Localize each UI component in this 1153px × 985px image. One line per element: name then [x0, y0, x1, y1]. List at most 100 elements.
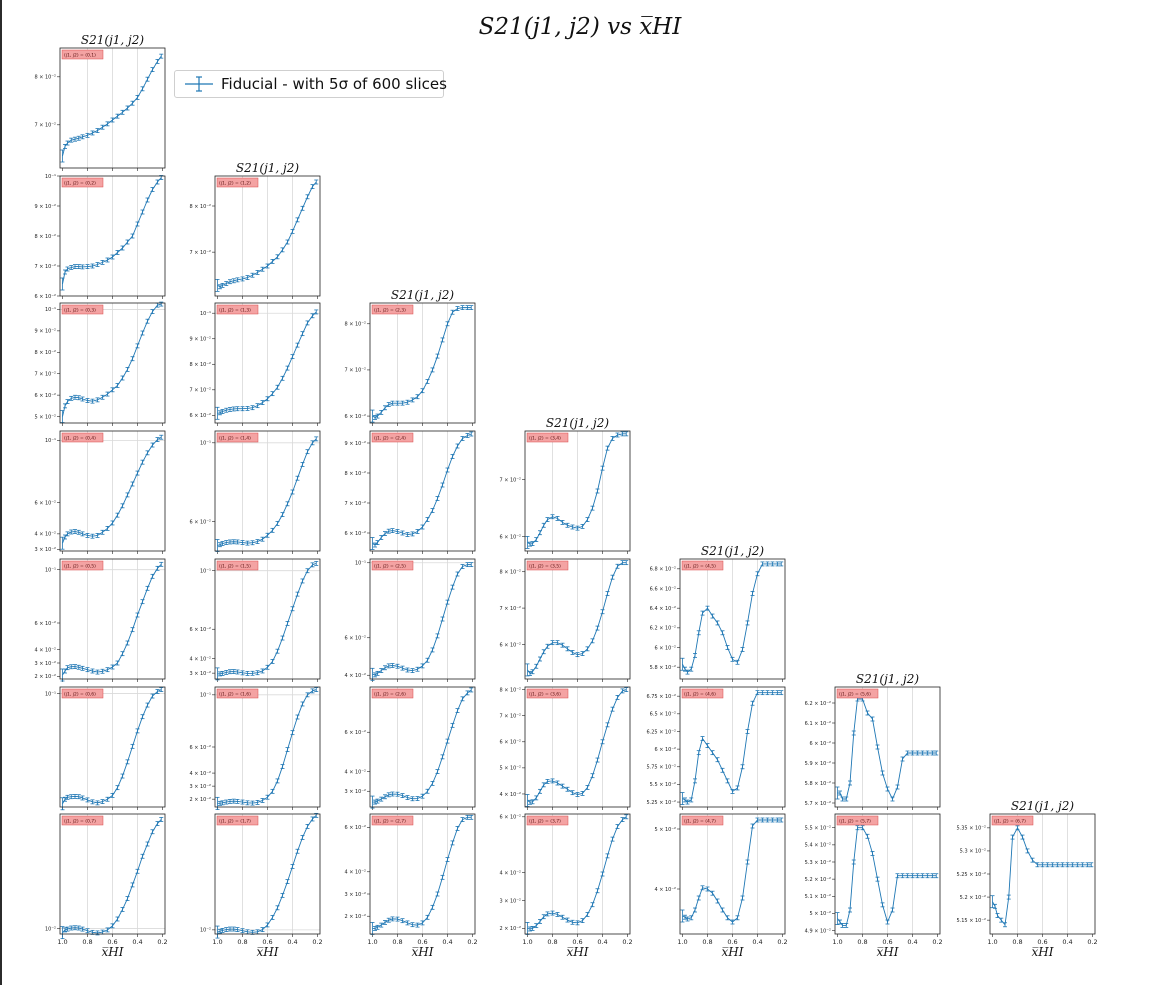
data-point: [265, 263, 270, 269]
data-point: [469, 431, 474, 437]
series-line: [62, 819, 162, 934]
data-point: [135, 728, 140, 734]
ytick-label: 5 × 10⁻²: [34, 414, 56, 420]
data-point: [314, 309, 319, 315]
data-point: [865, 833, 870, 839]
data-point: [624, 814, 629, 820]
data-point: [224, 670, 229, 675]
data-point: [689, 915, 694, 921]
panel-title: S21(j1, j2): [236, 161, 300, 175]
data-point: [1030, 857, 1035, 863]
data-point: [295, 475, 300, 481]
data-point: [1006, 894, 1011, 900]
xtick-label: 0.4: [752, 938, 762, 946]
panel-tag-box: [61, 688, 104, 699]
data-point: [105, 667, 110, 673]
ytick-label: 6.6 × 10⁻²: [650, 586, 676, 592]
data-point: [605, 445, 610, 451]
data-point: [140, 330, 145, 336]
data-point: [135, 221, 140, 227]
data-point: [65, 665, 70, 671]
data-point: [550, 514, 555, 520]
data-point: [920, 873, 925, 879]
data-point: [310, 184, 315, 190]
ytick-label: 4 × 10⁻²: [654, 887, 676, 893]
series-line: [682, 819, 782, 923]
data-point: [228, 539, 232, 545]
subplot-4-4: 6.8 × 10⁻² 6.6 × 10⁻² 6.4 × 10⁻² 6.2 × 10⁻²…: [650, 544, 786, 682]
data-point: [135, 343, 140, 349]
data-point: [105, 257, 110, 263]
data-point: [465, 690, 470, 696]
data-point: [405, 532, 410, 537]
data-point: [775, 817, 780, 823]
ytick-label: 5.25 × 10⁻²: [646, 800, 676, 806]
data-point: [285, 239, 290, 245]
data-point: [705, 743, 710, 748]
data-point: [150, 309, 155, 314]
xtick-label: 0.6: [417, 938, 427, 946]
data-point: [555, 912, 560, 917]
data-point: [455, 826, 460, 831]
data-point: [215, 539, 220, 552]
data-point: [555, 516, 560, 521]
data-point: [530, 669, 535, 675]
data-point: [85, 797, 90, 803]
x-axis-label: x̅HI: [1032, 945, 1054, 959]
data-point: [910, 750, 915, 756]
data-point: [235, 798, 240, 804]
data-point: [130, 100, 135, 106]
data-point: [220, 800, 225, 806]
data-point: [735, 785, 740, 791]
ytick-label: 6 × 10⁻²: [499, 642, 521, 648]
data-point: [1065, 862, 1070, 868]
xtick-label: 0.2: [1087, 938, 1097, 946]
panel-tag: (j1, j2) = (4,6): [684, 692, 716, 698]
data-point: [440, 754, 445, 760]
subplot-5-5: 6.2 × 10⁻² 6.1 × 10⁻² 6 × 10⁻² 5.9 × 10⁻² 5.…: [805, 672, 941, 810]
data-point: [65, 266, 70, 272]
data-point: [680, 909, 685, 923]
subplot-0-0: 8 × 10⁻² 7 × 10⁻² (j1, j2) = (0,1) S21(j1, …: [34, 33, 166, 171]
data-point: [575, 652, 580, 658]
subplot-1-1: 8 × 10⁻² 7 × 10⁻² (j1, j2) = (1,2) S21(j1, …: [189, 161, 321, 299]
data-point: [265, 664, 270, 670]
data-point: [445, 321, 450, 327]
ytick-label: 2 × 10⁻²: [499, 926, 521, 932]
data-point: [65, 140, 70, 146]
panel-tag-box: [681, 688, 724, 699]
data-point: [720, 767, 725, 773]
ytick-label: 7 × 10⁻²: [344, 501, 366, 507]
data-point: [218, 284, 222, 290]
data-point: [105, 526, 110, 531]
data-point: [145, 841, 150, 847]
panel-tag-box: [991, 815, 1034, 826]
data-point: [375, 924, 380, 930]
data-point: [885, 919, 890, 925]
data-point: [255, 670, 260, 676]
ytick-label: 6 × 10⁻²: [499, 535, 521, 541]
series-line: [372, 307, 472, 418]
data-point: [835, 786, 840, 800]
data-point: [65, 794, 70, 800]
data-point: [405, 920, 410, 926]
data-point: [383, 405, 387, 411]
ytick-label: 6 × 10⁻²: [34, 294, 56, 300]
ytick-label: 5 × 10⁻²: [809, 911, 831, 917]
data-point: [925, 750, 930, 756]
data-point: [745, 729, 750, 734]
series-line: [527, 816, 627, 930]
legend: Fiducial - with 5σ of 600 slices: [174, 70, 447, 98]
data-point: [145, 76, 150, 82]
data-point: [600, 465, 605, 471]
data-point: [590, 773, 595, 779]
axes-frame: [59, 47, 166, 169]
data-point: [541, 649, 546, 655]
x-axis-label: x̅HI: [102, 945, 124, 959]
data-point: [290, 864, 295, 869]
series-line: [372, 564, 472, 676]
data-point: [610, 436, 615, 441]
x-axis-label: x̅HI: [257, 945, 279, 959]
data-point: [280, 375, 285, 381]
data-point: [228, 407, 232, 412]
